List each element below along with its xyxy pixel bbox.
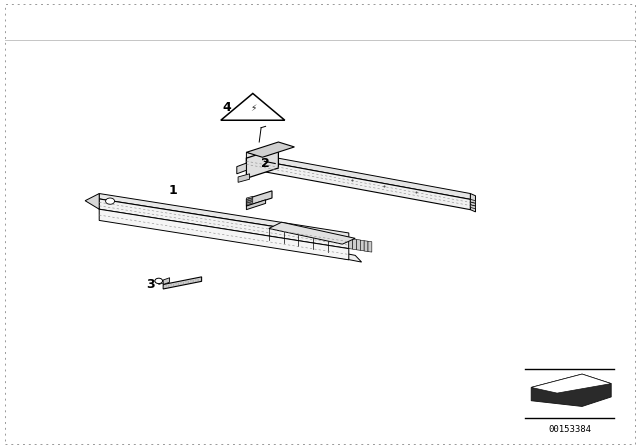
Polygon shape (364, 241, 368, 251)
Text: 1: 1 (168, 184, 177, 197)
Text: ⚡: ⚡ (250, 104, 257, 113)
Polygon shape (99, 209, 349, 260)
Circle shape (106, 198, 115, 204)
Polygon shape (246, 200, 253, 203)
Polygon shape (269, 222, 355, 244)
Polygon shape (470, 202, 476, 206)
Polygon shape (470, 199, 476, 203)
Polygon shape (238, 174, 250, 182)
Polygon shape (356, 240, 360, 250)
Polygon shape (99, 199, 349, 249)
Polygon shape (246, 152, 470, 199)
Polygon shape (246, 191, 272, 206)
Polygon shape (246, 148, 278, 178)
Polygon shape (360, 240, 364, 251)
Polygon shape (470, 194, 476, 212)
Polygon shape (221, 94, 285, 120)
Polygon shape (163, 278, 170, 284)
Text: 3: 3 (146, 278, 155, 291)
Text: 00153384: 00153384 (548, 425, 591, 434)
Polygon shape (246, 198, 253, 201)
Polygon shape (353, 239, 356, 250)
Circle shape (155, 278, 163, 284)
Polygon shape (237, 163, 246, 174)
Polygon shape (269, 238, 362, 262)
Polygon shape (349, 238, 353, 249)
Text: 2: 2 (261, 157, 270, 170)
Polygon shape (99, 194, 349, 238)
Polygon shape (246, 142, 294, 157)
Polygon shape (246, 202, 253, 205)
Text: 4: 4 (223, 101, 232, 114)
Polygon shape (531, 374, 611, 393)
Polygon shape (531, 374, 611, 406)
Polygon shape (85, 194, 99, 209)
Polygon shape (246, 200, 266, 210)
Polygon shape (246, 158, 470, 210)
Polygon shape (246, 196, 253, 199)
Polygon shape (163, 277, 202, 289)
Polygon shape (368, 241, 372, 252)
Polygon shape (470, 205, 476, 209)
